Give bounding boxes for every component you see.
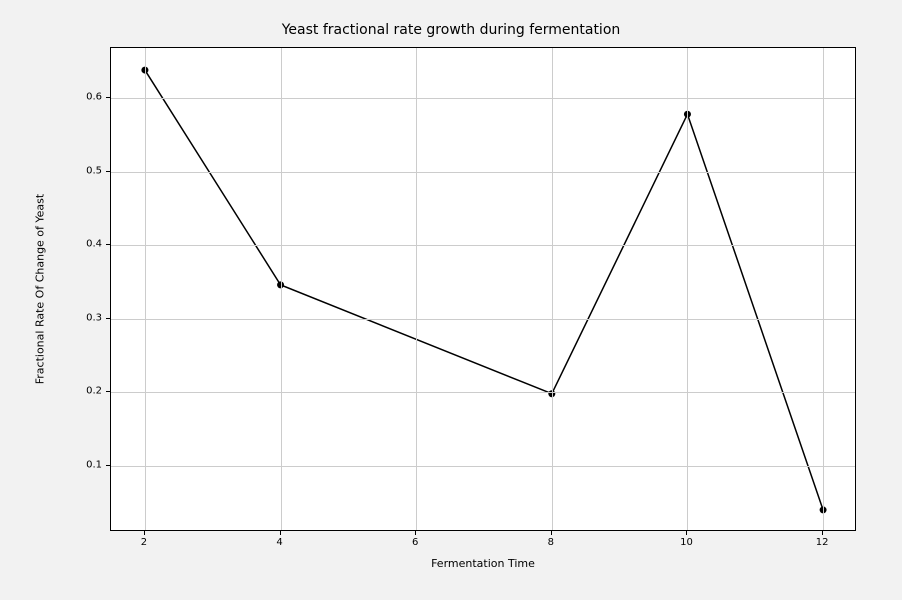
y-axis-label: Fractional Rate Of Change of Yeast: [34, 47, 47, 531]
y-tick-mark: [106, 391, 110, 392]
grid-line-horizontal: [111, 245, 855, 246]
x-tick-label: 10: [680, 537, 693, 548]
y-tick-label: 0.3: [80, 312, 102, 323]
x-tick-mark: [822, 531, 823, 535]
grid-line-horizontal: [111, 392, 855, 393]
x-tick-mark: [415, 531, 416, 535]
grid-line-vertical: [823, 48, 824, 530]
x-tick-label: 12: [816, 537, 829, 548]
grid-line-vertical: [145, 48, 146, 530]
x-tick-mark: [551, 531, 552, 535]
y-tick-mark: [106, 171, 110, 172]
figure: Yeast fractional rate growth during ferm…: [0, 0, 902, 600]
y-tick-label: 0.4: [80, 239, 102, 250]
x-tick-mark: [144, 531, 145, 535]
x-tick-label: 8: [548, 537, 554, 548]
x-tick-label: 4: [276, 537, 282, 548]
grid-line-horizontal: [111, 98, 855, 99]
series-line: [145, 70, 823, 510]
x-axis-label: Fermentation Time: [110, 557, 856, 570]
line-series: [111, 48, 857, 532]
y-tick-label: 0.5: [80, 165, 102, 176]
grid-line-horizontal: [111, 319, 855, 320]
grid-line-vertical: [281, 48, 282, 530]
x-tick-mark: [686, 531, 687, 535]
y-tick-label: 0.2: [80, 386, 102, 397]
grid-line-vertical: [552, 48, 553, 530]
y-tick-label: 0.6: [80, 92, 102, 103]
x-tick-label: 6: [412, 537, 418, 548]
y-tick-mark: [106, 465, 110, 466]
y-tick-mark: [106, 97, 110, 98]
plot-area: [110, 47, 856, 531]
y-tick-mark: [106, 318, 110, 319]
x-tick-label: 2: [141, 537, 147, 548]
grid-line-vertical: [687, 48, 688, 530]
chart-title: Yeast fractional rate growth during ferm…: [0, 22, 902, 38]
x-tick-mark: [280, 531, 281, 535]
grid-line-horizontal: [111, 172, 855, 173]
y-tick-label: 0.1: [80, 459, 102, 470]
grid-line-vertical: [416, 48, 417, 530]
grid-line-horizontal: [111, 466, 855, 467]
y-tick-mark: [106, 244, 110, 245]
